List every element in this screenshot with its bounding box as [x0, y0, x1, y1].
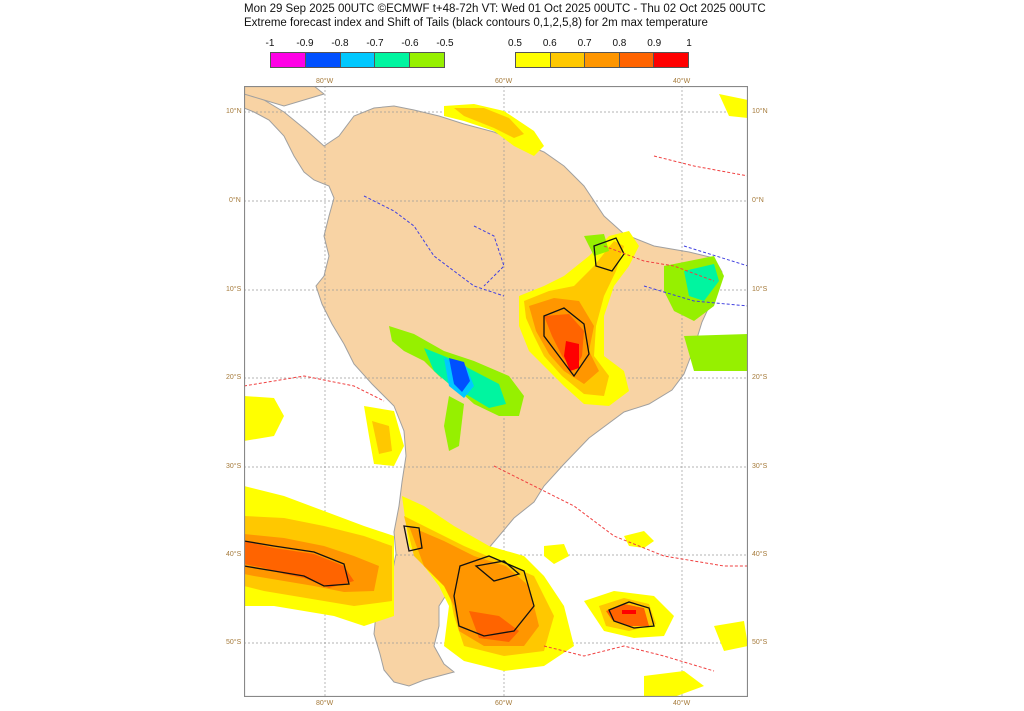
legend-swatch [410, 53, 444, 67]
lat-label-right: 20°S [752, 374, 768, 381]
efi-map [244, 86, 748, 697]
lat-label-right: 0°N [752, 197, 764, 204]
lat-label-right: 10°N [752, 108, 768, 115]
sot-contours [244, 237, 655, 637]
legend-tick: -0.7 [366, 38, 384, 49]
lat-label-left: 0°N [229, 197, 241, 204]
legend-swatch [340, 53, 376, 67]
legend-tick: 1 [686, 38, 692, 49]
legend-tick: -0.9 [296, 38, 314, 49]
legend-swatch [585, 53, 620, 67]
lat-label-left: 30°S [226, 463, 242, 470]
legend-tick: 0.7 [577, 38, 592, 49]
legend-tick: -1 [265, 38, 275, 49]
lon-label-top: 80°W [316, 78, 334, 85]
legend-positive-colorbar [515, 52, 689, 68]
lat-label-left: 40°S [226, 551, 242, 558]
lat-label-right: 30°S [752, 463, 768, 470]
legend-tick: 0.6 [542, 38, 557, 49]
lon-label-bottom: 40°W [673, 700, 691, 707]
legend-tick: 0.8 [612, 38, 627, 49]
lat-label-right: 40°S [752, 551, 768, 558]
lat-label-right: 50°S [752, 639, 768, 646]
lat-label-right: 10°S [752, 286, 768, 293]
legend-swatch [305, 53, 341, 67]
lon-label-top: 40°W [673, 78, 691, 85]
lon-label-bottom: 80°W [316, 700, 334, 707]
efi-positive-fields [244, 94, 748, 697]
legend-negative-ticks: -1 -0.9 -0.8 -0.7 -0.6 -0.5 [266, 38, 454, 50]
legend-tick: 0.9 [647, 38, 662, 49]
lat-label-left: 20°S [226, 374, 242, 381]
map-frame [244, 86, 748, 697]
legend-tick: -0.6 [401, 38, 419, 49]
legend-tick: -0.8 [331, 38, 349, 49]
map-title-line2: Extreme forecast index and Shift of Tail… [244, 17, 708, 29]
efi-negative-fields [389, 234, 748, 451]
legend-swatch [271, 53, 306, 67]
legend-swatch [516, 53, 551, 67]
lat-label-left: 10°S [226, 286, 242, 293]
lon-label-top: 60°W [495, 78, 513, 85]
shift-of-tails-contours [244, 155, 748, 672]
legend-swatch [550, 53, 586, 67]
legend-swatch [619, 53, 655, 67]
lat-label-left: 50°S [226, 639, 242, 646]
map-title-line1: Mon 29 Sep 2025 00UTC ©ECMWF t+48-72h VT… [244, 3, 766, 15]
land-central-america [244, 86, 326, 107]
legend-swatch [375, 53, 411, 67]
legend-swatch [654, 53, 688, 67]
legend-positive: 0.5 0.6 0.7 0.8 0.9 1 [508, 38, 692, 68]
legend-tick: -0.5 [436, 38, 454, 49]
legend-positive-ticks: 0.5 0.6 0.7 0.8 0.9 1 [508, 38, 692, 50]
lon-label-bottom: 60°W [495, 700, 513, 707]
legend-negative: -1 -0.9 -0.8 -0.7 -0.6 -0.5 [266, 38, 454, 68]
lat-label-left: 10°N [226, 108, 242, 115]
legend-tick: 0.5 [508, 38, 522, 49]
legend-negative-colorbar [270, 52, 445, 68]
